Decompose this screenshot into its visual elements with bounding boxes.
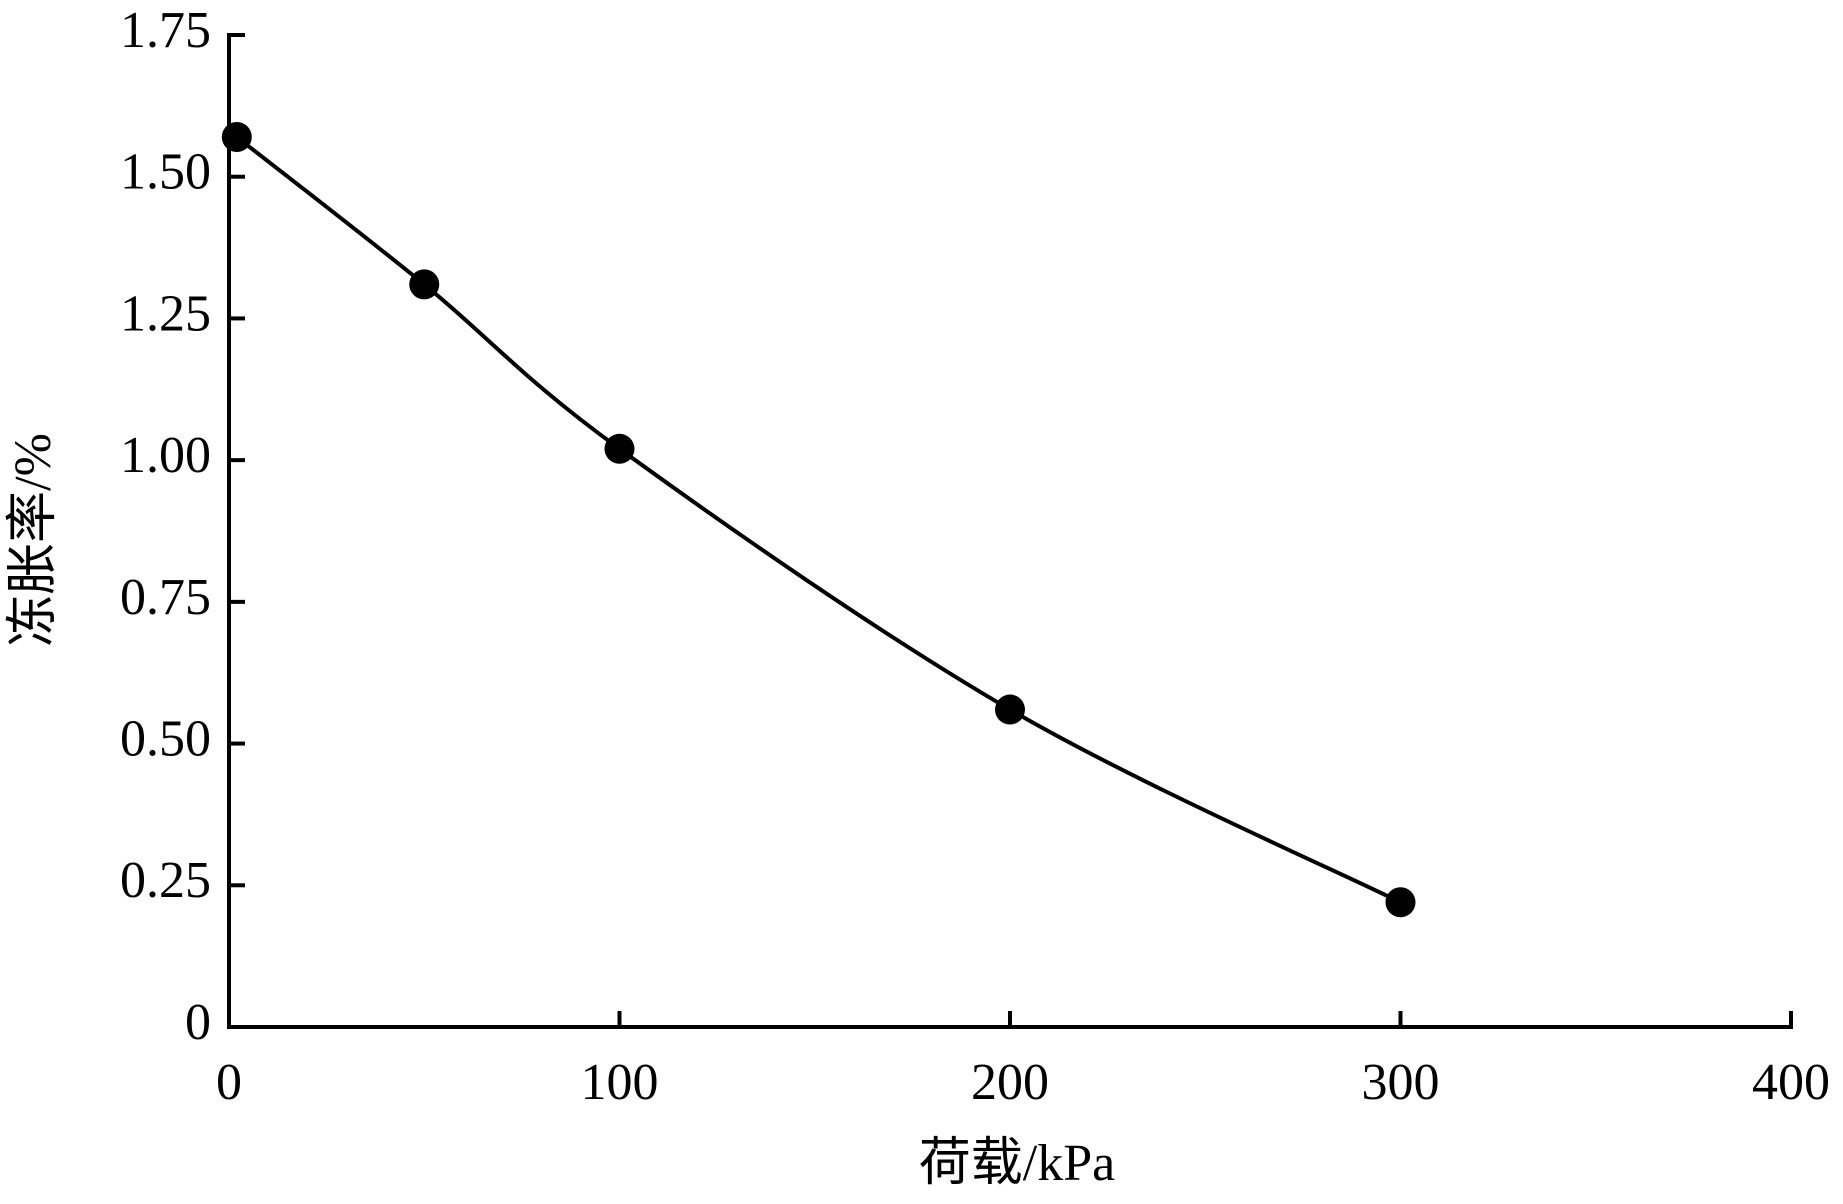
y-tick-label: 1.25 bbox=[120, 285, 211, 342]
x-tick-label: 300 bbox=[1362, 1054, 1440, 1111]
data-point bbox=[995, 694, 1025, 725]
y-axis-label: 冻胀率/% bbox=[5, 433, 62, 647]
x-tick-label: 200 bbox=[971, 1054, 1049, 1111]
y-tick-label: 1.00 bbox=[120, 427, 211, 484]
data-point bbox=[1385, 887, 1416, 918]
data-point bbox=[221, 122, 252, 153]
y-tick-label: 1.75 bbox=[120, 2, 211, 59]
x-tick-label: 400 bbox=[1752, 1054, 1830, 1111]
x-axis-label: 荷载/kPa bbox=[919, 1135, 1115, 1192]
data-point bbox=[604, 433, 635, 464]
y-tick-label: 0.75 bbox=[120, 569, 211, 626]
data-point bbox=[409, 269, 440, 300]
x-tick-label: 100 bbox=[581, 1054, 659, 1111]
y-tick-label: 0.50 bbox=[120, 711, 211, 768]
y-tick-label: 0 bbox=[185, 994, 211, 1051]
fit-line bbox=[235, 135, 1402, 905]
y-tick-label: 1.50 bbox=[120, 144, 211, 201]
y-tick-label: 0.25 bbox=[120, 852, 211, 909]
x-tick-label: 0 bbox=[216, 1054, 242, 1111]
